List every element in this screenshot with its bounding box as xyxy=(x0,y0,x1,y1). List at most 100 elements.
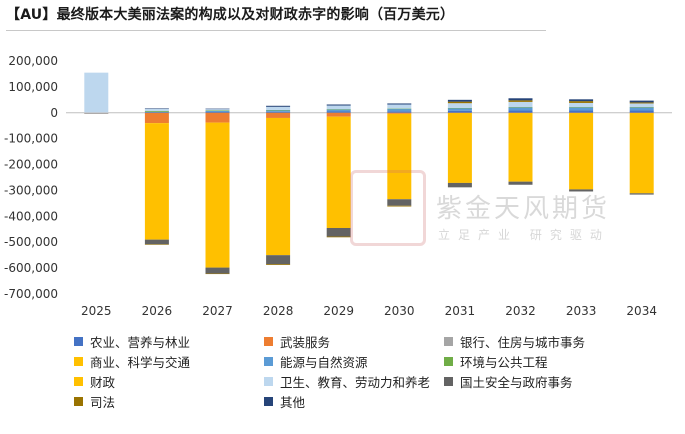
bar-segment xyxy=(447,182,472,188)
bar-segment xyxy=(266,117,291,256)
y-tick-label: 200,000 xyxy=(8,54,58,68)
legend-swatch-icon xyxy=(264,397,273,406)
bar-segment xyxy=(569,107,594,111)
legend-item: 银行、住房与城市事务 xyxy=(444,333,634,350)
bar-segment xyxy=(508,112,533,114)
bar-segment xyxy=(569,107,594,108)
legend-swatch-icon xyxy=(264,337,273,346)
legend-label: 财政 xyxy=(90,375,116,390)
legend-swatch-icon xyxy=(74,357,83,366)
bar-segment xyxy=(326,109,351,112)
bar-segment xyxy=(447,103,472,108)
bar-segment xyxy=(629,103,654,108)
legend-label: 卫生、教育、劳动力和养老 xyxy=(280,375,431,390)
bar-segment xyxy=(266,106,291,110)
bar-segment xyxy=(569,102,594,108)
bar-segment xyxy=(144,123,169,240)
bar-segment xyxy=(387,108,412,112)
bar-segment xyxy=(205,110,230,111)
y-tick-label: -500,000 xyxy=(4,235,58,249)
x-tick-label: 2030 xyxy=(384,304,415,318)
bar-segment xyxy=(447,101,472,104)
bar-segment xyxy=(508,107,533,111)
x-tick-label: 2026 xyxy=(142,304,173,318)
y-tick-label: -700,000 xyxy=(4,287,58,301)
legend-item: 司法 xyxy=(74,393,264,410)
bar-segment xyxy=(508,110,533,113)
bar-segment xyxy=(266,109,291,111)
legend-item: 武装服务 xyxy=(264,333,444,350)
watermark-brand: 紫金天风期货 xyxy=(436,194,611,224)
bar-segment xyxy=(569,112,594,114)
bar-segment xyxy=(205,267,230,274)
bar-segment xyxy=(326,105,351,110)
stacked-bar-chart: 200,000 100,000 0 -100,000 -200,000 -300,000 -… xyxy=(4,54,672,318)
bar-segment xyxy=(508,113,533,182)
bar-segment xyxy=(508,100,533,102)
bar-segment xyxy=(629,107,654,108)
bar-segment xyxy=(387,112,412,114)
x-tick-label: 2033 xyxy=(566,304,597,318)
watermark-seal-icon xyxy=(350,170,426,246)
legend-label: 农业、营养与林业 xyxy=(90,335,191,350)
y-tick-label: 100,000 xyxy=(8,80,58,94)
bar-segment xyxy=(144,239,169,245)
legend-label: 其他 xyxy=(280,395,306,410)
legend-item: 其他 xyxy=(264,393,444,410)
legend-swatch-icon xyxy=(264,377,273,386)
legend-swatch-icon xyxy=(444,337,453,346)
chart-title: 【AU】最终版本大美丽法案的构成以及对财政赤字的影响（百万美元） xyxy=(6,7,455,23)
bar-segment xyxy=(569,110,594,113)
bar-segment xyxy=(205,112,230,123)
bar-segment xyxy=(387,103,412,105)
bar-segment xyxy=(205,110,230,113)
y-tick-label: 0 xyxy=(50,106,58,120)
bar-segment xyxy=(205,112,230,113)
legend-label: 国土安全与政府事务 xyxy=(460,375,573,390)
bar-segment xyxy=(205,122,230,268)
bar-segment xyxy=(205,108,230,110)
bar-segment xyxy=(326,112,351,117)
chart-legend: 农业、营养与林业 武装服务 银行、住房与城市事务 商业、科学与交通 能源与自然资源 环境与… xyxy=(74,333,634,410)
watermark-slogan: 立足产业 研究驱动 xyxy=(438,228,610,242)
bar-segment xyxy=(326,227,351,237)
y-tick-label: -300,000 xyxy=(4,183,58,197)
bar-segment xyxy=(447,107,472,109)
legend-item: 农业、营养与林业 xyxy=(74,333,264,350)
x-axis: 2025 2026 2027 2028 2029 2030 2031 2032 2033 2034 xyxy=(81,304,657,318)
legend-swatch-icon xyxy=(74,337,83,346)
bar-segment xyxy=(569,189,594,192)
legend-swatch-icon xyxy=(74,397,83,406)
bar-segment xyxy=(144,108,169,111)
legend-swatch-icon xyxy=(264,357,273,366)
bar-segment xyxy=(629,113,654,194)
bar-segment xyxy=(508,101,533,108)
bar-segment xyxy=(629,110,654,113)
legend-item: 商业、科学与交通 xyxy=(74,353,264,370)
bar-series-group xyxy=(84,72,654,275)
bar-segment xyxy=(205,273,230,275)
bar-segment xyxy=(447,108,472,111)
legend-item: 国土安全与政府事务 xyxy=(444,373,634,390)
bar-segment xyxy=(387,108,412,110)
bar-segment xyxy=(447,113,472,183)
bar-segment xyxy=(84,113,109,114)
x-tick-label: 2025 xyxy=(81,304,112,318)
bar-segment xyxy=(144,108,169,109)
bar-segment xyxy=(508,181,533,185)
bar-segment xyxy=(508,107,533,108)
x-tick-label: 2027 xyxy=(202,304,233,318)
legend-swatch-icon xyxy=(444,377,453,386)
y-tick-label: -400,000 xyxy=(4,209,58,223)
bar-segment xyxy=(205,109,230,111)
bar-segment xyxy=(387,111,412,113)
bar-segment xyxy=(144,111,169,113)
bar-segment xyxy=(447,110,472,113)
bar-segment xyxy=(84,112,109,114)
y-tick-label: -200,000 xyxy=(4,158,58,172)
bar-segment xyxy=(629,107,654,111)
x-tick-label: 2034 xyxy=(626,304,657,318)
bar-segment xyxy=(144,112,169,114)
bar-segment xyxy=(144,244,169,245)
bar-segment xyxy=(266,110,291,112)
